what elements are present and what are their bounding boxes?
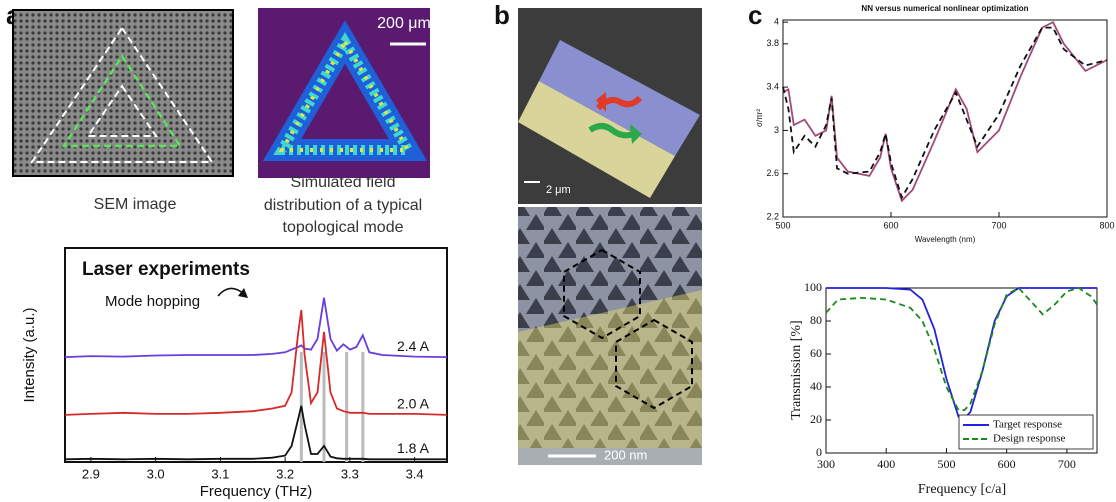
series-label: 2.4 A: [397, 338, 430, 354]
scale-bar-label: 200 μm: [377, 15, 431, 32]
legend-box: [958, 414, 1094, 450]
series-line: [64, 297, 448, 358]
panel-label: c: [748, 0, 762, 30]
y-tick-label: 2.2: [766, 211, 779, 221]
sem-lattice-image: 200 nm: [518, 207, 702, 465]
y-tick-label: 60: [810, 346, 822, 360]
caption: Simulated field: [291, 174, 396, 191]
plot-frame: [825, 287, 1098, 454]
x-tick-label: 500: [937, 457, 955, 471]
plot-frame: [64, 247, 448, 463]
chart-title: NN versus numerical nonlinear optimizati…: [861, 4, 1028, 13]
x-tick-label: 700: [991, 220, 1006, 230]
field-image: 200 μm: [258, 8, 431, 178]
series-line: [782, 26, 1108, 200]
sem-image: [12, 9, 234, 177]
x-tick-label: 800: [1099, 220, 1114, 230]
x-tick-label: 3.4: [406, 466, 424, 481]
series-line: [782, 20, 1108, 203]
chart-title: Laser experiments: [82, 259, 250, 280]
y-tick-label: 100: [804, 280, 822, 294]
x-tick-label: 600: [883, 220, 898, 230]
panel-label: b: [494, 0, 510, 30]
series-line: [64, 309, 448, 416]
y-tick-label: 3: [774, 125, 779, 135]
series-line: [825, 286, 1098, 411]
series-label: 1.8 A: [397, 440, 430, 456]
caption: topological mode: [283, 219, 404, 236]
x-tick-label: 600: [998, 457, 1016, 471]
y-tick-label: 4: [774, 17, 779, 27]
scale-bar-label: 2 μm: [546, 184, 571, 196]
y-tick-label: 2.6: [766, 168, 779, 178]
scale-bar-label: 200 nm: [604, 447, 647, 462]
y-tick-label: 40: [810, 379, 822, 393]
y-tick-label: 3.4: [766, 81, 779, 91]
x-axis-label: Frequency (THz): [200, 483, 313, 500]
x-tick-label: 3.3: [341, 466, 359, 481]
x-tick-label: 2.9: [82, 466, 100, 481]
legend-label: Target response: [993, 419, 1062, 431]
y-tick-label: 0: [816, 445, 822, 459]
legend-label: Design response: [993, 433, 1066, 445]
x-tick-label: 3.0: [147, 466, 165, 481]
x-tick-label: 700: [1058, 457, 1076, 471]
x-tick-label: 3.2: [276, 466, 294, 481]
series-label: 2.0 A: [397, 396, 430, 412]
caption: SEM image: [94, 196, 177, 213]
plot-frame: [782, 19, 1108, 218]
x-axis-label: Wavelength (nm): [915, 235, 976, 244]
y-tick-label: 20: [810, 412, 822, 426]
caption: distribution of a typical: [264, 197, 422, 214]
y-tick-label: 80: [810, 313, 822, 327]
x-tick-label: 500: [775, 220, 790, 230]
x-tick-label: 3.1: [211, 466, 229, 481]
sem-device-image: 2 μm: [518, 8, 702, 204]
y-axis-label: Intensity (a.u.): [21, 307, 38, 402]
y-tick-label: 3.8: [766, 38, 779, 48]
x-tick-label: 300: [817, 457, 835, 471]
annotation-arrow: [238, 288, 248, 298]
series-line: [64, 405, 447, 461]
y-axis-label: Transmission [%]: [789, 320, 804, 419]
x-axis-label: Frequency [c/a]: [918, 482, 1006, 497]
y-axis-label: σ/πr²: [755, 109, 764, 127]
annotation: Mode hopping: [105, 293, 200, 310]
series-line: [826, 287, 1097, 420]
x-tick-label: 400: [877, 457, 895, 471]
